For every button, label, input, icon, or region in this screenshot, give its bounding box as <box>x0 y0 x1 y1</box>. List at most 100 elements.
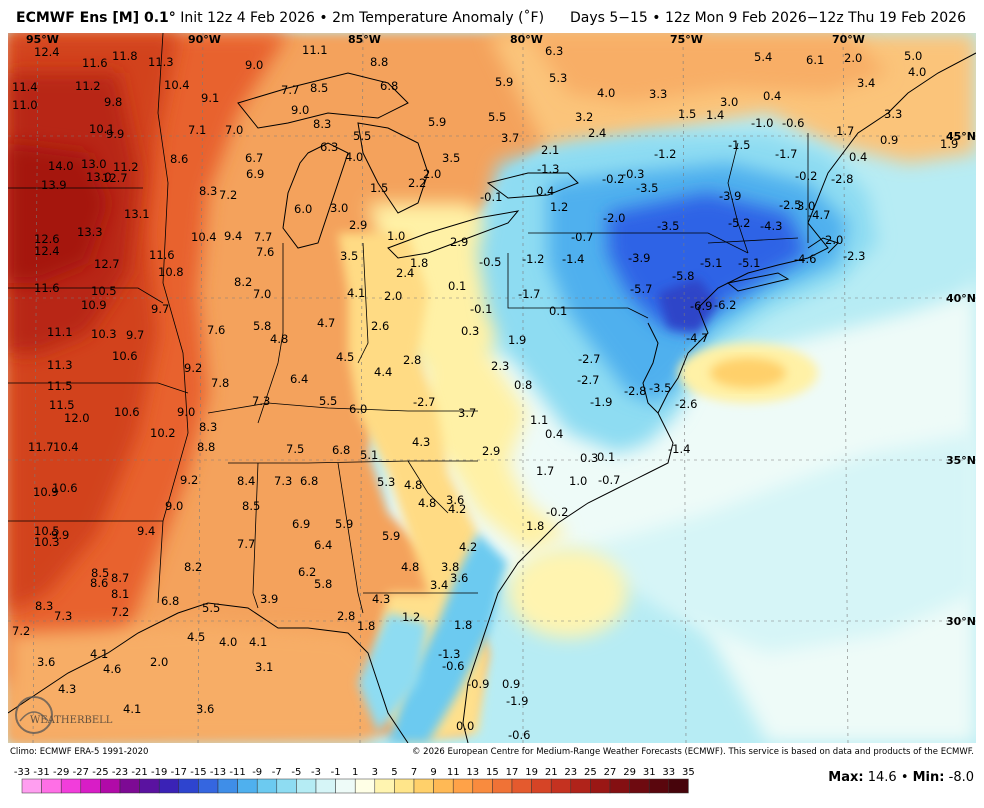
anomaly-value-label: 4.2 <box>448 502 466 516</box>
anomaly-value-label: -4.7 <box>808 208 830 222</box>
anomaly-value-label: 3.9 <box>260 592 278 606</box>
scale-color-box <box>100 778 121 794</box>
anomaly-value-label: 0.9 <box>880 133 898 147</box>
anomaly-value-label: 7.0 <box>253 287 271 301</box>
anomaly-value-label: 6.3 <box>320 140 338 154</box>
model-name: ECMWF Ens [M] 0.1° <box>16 10 176 26</box>
anomaly-value-label: 10.1 <box>89 122 115 136</box>
anomaly-value-label: 3.4 <box>430 578 448 592</box>
anomaly-value-label: 4.1 <box>123 702 141 716</box>
anomaly-value-label: 12.0 <box>64 411 90 425</box>
anomaly-value-label: -1.0 <box>751 116 773 130</box>
anomaly-value-label: 5.9 <box>495 75 513 89</box>
anomaly-value-label: 2.0 <box>384 289 402 303</box>
scale-tick-label: -5 <box>291 767 301 778</box>
scale-tick-label: -29 <box>53 767 69 778</box>
anomaly-value-label: 3.1 <box>255 660 273 674</box>
anomaly-value-label: 1.8 <box>410 256 428 270</box>
anomaly-value-label: -0.5 <box>479 255 501 269</box>
anomaly-value-label: -2.7 <box>413 395 435 409</box>
scale-color-box <box>41 778 62 794</box>
anomaly-value-label: -1.7 <box>518 287 540 301</box>
anomaly-value-label: -0.1 <box>480 190 502 204</box>
anomaly-value-label: 3.6 <box>446 493 464 507</box>
anomaly-value-label: 10.2 <box>150 426 176 440</box>
anomaly-value-label: 9.4 <box>224 229 242 243</box>
valid-period: Days 5−15 • 12z Mon 9 Feb 2026−12z Thu 1… <box>569 10 966 26</box>
color-scale-legend: -33 -31 -29 -27 -25 -23 -21 -19 -17 -15 -13 -11 -9 -7… <box>14 762 704 802</box>
scale-tick-label: 1 <box>352 767 358 778</box>
scale-tick-label: -7 <box>272 767 282 778</box>
scale-tick-label: 31 <box>643 767 656 778</box>
anomaly-value-label: 8.5 <box>91 566 109 580</box>
scale-color-box <box>217 778 238 794</box>
anomaly-value-label: 2.0 <box>825 233 843 247</box>
anomaly-value-label: 1.4 <box>706 108 724 122</box>
anomaly-value-label: 8.5 <box>310 81 328 95</box>
anomaly-value-label: 13.9 <box>41 178 67 192</box>
anomaly-value-label: 11.0 <box>12 98 38 112</box>
anomaly-value-label: 11.7 <box>28 440 54 454</box>
anomaly-value-label: 4.8 <box>418 496 436 510</box>
anomaly-value-label: 10.5 <box>91 284 117 298</box>
anomaly-value-label: 1.7 <box>836 124 854 138</box>
anomaly-value-label: 2.2 <box>408 176 426 190</box>
anomaly-value-label: 8.7 <box>111 571 129 585</box>
anomaly-value-label: 6.8 <box>300 474 318 488</box>
anomaly-value-label: 3.4 <box>857 76 875 90</box>
anomaly-value-label: 11.5 <box>49 398 75 412</box>
lat-label: 45°N <box>946 130 976 143</box>
scale-tick-label: -1 <box>331 767 341 778</box>
anomaly-value-label: 3.8 <box>441 560 459 574</box>
anomaly-value-label: 11.2 <box>75 79 101 93</box>
anomaly-value-label: 9.2 <box>180 473 198 487</box>
scale-color-box <box>198 778 219 794</box>
anomaly-value-label: 11.5 <box>47 379 73 393</box>
anomaly-value-label: 3.7 <box>501 131 519 145</box>
anomaly-value-label: -1.4 <box>562 252 584 266</box>
scale-color-box <box>590 778 611 794</box>
anomaly-value-label: 4.0 <box>597 86 615 100</box>
scale-tick-label: 15 <box>486 767 499 778</box>
state-borders <box>8 33 809 614</box>
anomaly-value-label: 2.0 <box>844 51 862 65</box>
anomaly-value-label: 1.9 <box>940 137 958 151</box>
scale-color-box <box>335 778 356 794</box>
scale-color-box <box>158 778 180 794</box>
anomaly-value-label: -2.7 <box>577 373 599 387</box>
anomaly-value-label: 8.3 <box>35 599 53 613</box>
anomaly-value-label: 3.0 <box>330 201 348 215</box>
anomaly-value-label: 6.0 <box>349 402 367 416</box>
anomaly-values: 12.4 11.6 11.8 11.3 9.0 11.1 8.8 6.3 5.3 5.4 6.1 2.… <box>12 43 958 742</box>
anomaly-value-label: 1.5 <box>370 181 388 195</box>
anomaly-value-label: 6.8 <box>161 594 179 608</box>
anomaly-value-label: 4.4 <box>374 365 392 379</box>
anomaly-value-label: -0.3 <box>622 167 644 181</box>
anomaly-value-label: 7.5 <box>286 442 304 456</box>
anomaly-value-label: 1.2 <box>550 200 568 214</box>
scale-color-box <box>296 778 317 794</box>
scale-tick-label: 29 <box>623 767 636 778</box>
anomaly-value-label: -1.4 <box>668 442 690 456</box>
anomaly-value-label: -0.9 <box>467 677 489 691</box>
anomaly-value-label: 3.2 <box>575 110 593 124</box>
anomaly-value-label: 14.0 <box>48 159 74 173</box>
anomaly-value-label: 5.4 <box>754 50 772 64</box>
scale-tick-label: 21 <box>545 767 558 778</box>
anomaly-value-label: 5.9 <box>428 115 446 129</box>
anomaly-value-label: 12.4 <box>34 244 60 258</box>
anomaly-value-label: 6.3 <box>545 44 563 58</box>
anomaly-value-label: 7.7 <box>281 83 299 97</box>
scale-tick-label: 11 <box>447 767 460 778</box>
max-min-stats: Max: 14.6 • Min: -8.0 <box>828 770 974 785</box>
anomaly-value-label: 9.0 <box>177 405 195 419</box>
anomaly-value-label: 6.0 <box>294 202 312 216</box>
anomaly-value-label: -1.2 <box>654 147 676 161</box>
scale-tick-label: 27 <box>604 767 617 778</box>
scale-color-box <box>531 778 552 794</box>
scale-color-box <box>452 778 474 794</box>
anomaly-value-label: 8.8 <box>197 440 215 454</box>
anomaly-value-label: 7.6 <box>256 245 274 259</box>
anomaly-value-label: 4.8 <box>401 560 419 574</box>
scale-tick-label: -19 <box>151 767 167 778</box>
